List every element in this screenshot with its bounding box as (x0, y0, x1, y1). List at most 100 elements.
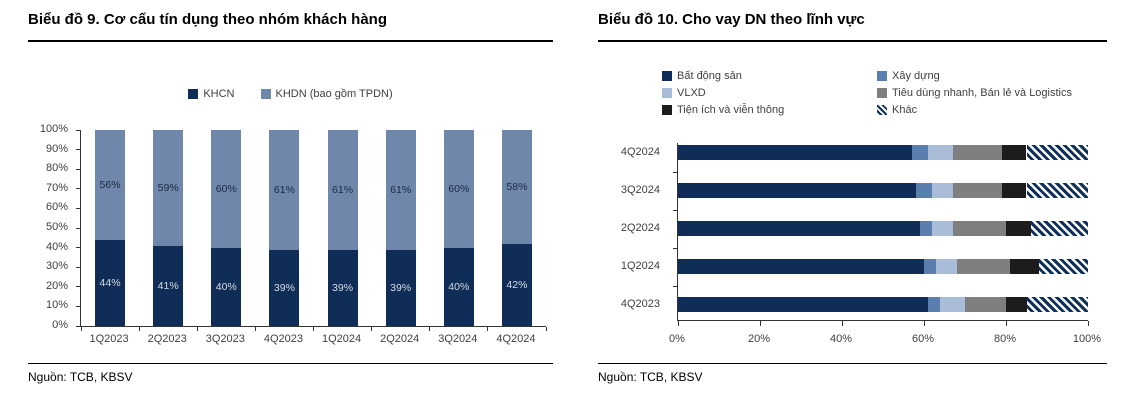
bar-value-label: 39% (390, 281, 412, 294)
bar-segment (327, 249, 358, 326)
y-axis-tick (76, 168, 81, 170)
x-tick-label: 2Q2023 (147, 333, 187, 345)
bar-segment (211, 130, 242, 248)
legend-label: VLXD (677, 87, 706, 99)
chart10-plot-area (673, 143, 1089, 326)
bar-value-label: 58% (506, 180, 528, 193)
legend-label: Tiêu dùng nhanh, Bán lẻ và Logistics (892, 87, 1072, 99)
bar-value-label: 60% (215, 182, 237, 195)
x-axis-tick (1087, 321, 1089, 326)
x-tick-label: 3Q2024 (438, 333, 478, 345)
category-label: 1Q2024 (620, 260, 660, 272)
bar-segment (1026, 145, 1088, 160)
x-tick-label: 0% (669, 333, 685, 345)
y-axis-tick (76, 227, 81, 229)
bar-segment (1026, 183, 1088, 198)
bar-value-label: 61% (332, 183, 354, 196)
x-axis-tick (254, 327, 256, 331)
legend-swatch-icon (260, 89, 271, 99)
legend-label: Xây dựng (892, 70, 940, 82)
x-tick-label: 2Q2024 (380, 333, 420, 345)
bar-segment (678, 259, 924, 274)
bar-value-label: 39% (273, 281, 295, 294)
chart9-y-axis-labels: 0% 10% 20% 30% 40% 50% 60% 70% 80% 90% 100% (28, 123, 74, 331)
bar-segment (443, 247, 474, 326)
bar (678, 183, 1088, 198)
chart9-x-axis-labels: 1Q2023 2Q2023 3Q2023 4Q2023 1Q2024 2Q2024 3Q20… (80, 333, 545, 347)
bar-segment (385, 130, 416, 250)
bar-segment (1026, 297, 1088, 312)
chart10-source: Nguồn: TCB, KBSV (598, 363, 1107, 384)
x-axis-tick (313, 327, 314, 331)
x-axis-tick (1005, 321, 1007, 326)
legend-swatch-icon (877, 88, 887, 98)
y-tick-label: 80% (45, 162, 68, 175)
x-tick-label: 3Q2023 (205, 333, 245, 345)
bar (678, 297, 1088, 312)
legend-swatch-icon (662, 105, 672, 115)
y-axis-tick (673, 247, 678, 249)
x-tick-label: 80% (993, 333, 1017, 345)
category-label: 4Q2023 (620, 298, 660, 310)
y-axis-tick (673, 285, 678, 287)
legend-item: Bất động sản (662, 70, 877, 82)
y-tick-label: 60% (45, 201, 68, 214)
bar-segment (952, 183, 1002, 198)
bar-segment (919, 221, 933, 236)
legend-label: KHCN (203, 88, 235, 100)
y-tick-label: 70% (45, 181, 68, 194)
y-tick-label: 40% (45, 240, 68, 253)
bar-segment (952, 221, 1006, 236)
bar-segment (678, 145, 912, 160)
chart9-legend: KHCN KHDN (bao gồm TPDN) (28, 88, 553, 100)
bar-segment (443, 130, 474, 248)
x-axis-tick (545, 327, 547, 331)
bar-segment (911, 145, 929, 160)
y-tick-label: 0% (52, 319, 68, 331)
chart9-title: Biểu đồ 9. Cơ cấu tín dụng theo nhóm khá… (28, 8, 553, 42)
bar-segment (1038, 259, 1088, 274)
bar-segment (956, 259, 1011, 274)
bar-segment (928, 297, 941, 312)
x-tick-label: 40% (829, 333, 853, 345)
bar-segment (678, 221, 920, 236)
x-tick-label: 4Q2023 (263, 333, 304, 345)
y-axis-tick (76, 149, 81, 151)
legend-item: VLXD (662, 87, 877, 99)
legend-item: KHDN (bao gồm TPDN) (260, 88, 393, 100)
y-axis-tick (76, 325, 81, 327)
y-tick-label: 90% (45, 142, 68, 155)
x-axis-tick (759, 321, 761, 326)
bar-segment (1006, 297, 1027, 312)
bar-segment (95, 239, 126, 326)
bar (678, 221, 1088, 236)
bar-segment (965, 297, 1006, 312)
bar-segment (211, 247, 242, 326)
bar-segment (269, 130, 300, 250)
bar-segment (932, 221, 953, 236)
legend-swatch-icon (662, 71, 672, 81)
bar-segment (501, 243, 532, 326)
x-tick-label: 1Q2024 (321, 333, 362, 345)
bar (678, 145, 1088, 160)
legend-item: KHCN (188, 88, 235, 100)
category-label: 3Q2024 (620, 184, 660, 196)
x-axis-tick (841, 321, 843, 326)
bar-segment (915, 183, 933, 198)
bar-value-label: 61% (273, 183, 295, 196)
bar-segment (678, 183, 916, 198)
bar-value-label: 44% (99, 276, 121, 289)
x-tick-label: 60% (911, 333, 935, 345)
bar-segment (95, 130, 126, 240)
x-tick-label: 20% (747, 333, 771, 345)
bar-segment (952, 145, 1002, 160)
x-axis-tick (429, 327, 431, 331)
legend-label: Bất động sản (677, 70, 742, 82)
bar-segment (936, 259, 957, 274)
bar-segment (327, 130, 358, 250)
legend-item: Tiêu dùng nhanh, Bán lẻ và Logistics (877, 87, 1072, 99)
x-axis-tick (487, 327, 489, 331)
y-tick-label: 10% (45, 299, 68, 312)
legend-swatch-icon (188, 89, 199, 99)
legend-swatch-icon (877, 71, 887, 81)
